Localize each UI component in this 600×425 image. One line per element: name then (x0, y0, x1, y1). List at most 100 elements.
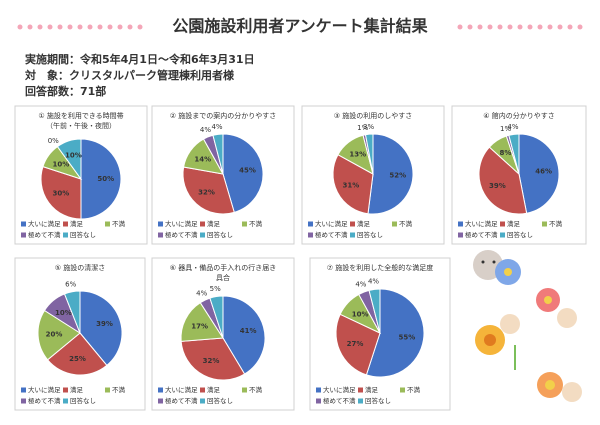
title-decoration (17, 24, 583, 30)
info-line: 実施期間：令和5年4月1日～令和6年3月31日 (25, 52, 255, 66)
legend-label: 大いに満足 (165, 219, 198, 228)
data-label: 41% (240, 327, 257, 335)
chart-panel: ⑦ 施設を利用した全般的な満足度 55% 27% 10% 4% 4% 大いに満足 満足 不満極め… (309, 257, 451, 411)
legend-swatch (158, 387, 163, 393)
pie-slice (212, 133, 224, 175)
legend-label: 満足 (207, 220, 221, 228)
legend-swatch (500, 232, 505, 238)
pie-slice (222, 295, 266, 375)
legend-swatch (63, 398, 68, 404)
chart-title: ① 施設を利用できる時間帯 (38, 111, 123, 120)
legend-swatch (316, 387, 321, 393)
pie-slice (367, 133, 414, 215)
pie-slice (79, 290, 123, 367)
legend-label: 回答なし (70, 396, 96, 405)
pie-slice (37, 309, 81, 361)
data-label: 46% (535, 168, 552, 176)
pie-slice (80, 138, 122, 220)
chart-title: ⑥ 器具・備品の手入れの行き届き (170, 263, 277, 272)
legend-label: 極めて不満 (165, 230, 198, 239)
legend-swatch (242, 221, 247, 227)
legend-label: 不満 (399, 220, 413, 228)
data-label: 10% (65, 151, 82, 159)
legend-swatch (200, 232, 205, 238)
legend-label: 不満 (112, 386, 126, 394)
data-label: 31% (343, 181, 360, 189)
legend-label: 満足 (70, 386, 84, 394)
legend-swatch (358, 398, 363, 404)
page-title: 公園施設利用者アンケート集計結果 (172, 17, 427, 36)
legend-swatch (200, 221, 205, 227)
legend-label: 満足 (365, 386, 379, 394)
legend-label: 極めて不満 (28, 396, 61, 405)
legend-label: 不満 (249, 386, 263, 394)
legend-swatch (350, 232, 355, 238)
legend-swatch (500, 221, 505, 227)
pie-slice (222, 133, 264, 214)
pie-slice (209, 295, 224, 339)
legend-swatch (21, 221, 26, 227)
pie-slice (364, 133, 374, 175)
legend-label: 不満 (549, 220, 563, 228)
pie-slice (478, 146, 528, 215)
data-label: 1% (500, 125, 511, 133)
data-label: 10% (352, 310, 369, 318)
data-label: 6% (65, 280, 76, 288)
legend-swatch (200, 387, 205, 393)
pie-slice (180, 301, 224, 342)
legend-swatch (392, 221, 397, 227)
chart-title: ② 施設までの案内の分かりやすさ (170, 111, 277, 120)
legend-swatch (400, 387, 405, 393)
legend-swatch (21, 387, 26, 393)
pie-slice (63, 290, 81, 334)
legend-swatch (63, 387, 68, 393)
chart-title: ④ 館内の分かりやすさ (483, 111, 555, 120)
legend-swatch (200, 398, 205, 404)
data-label: 13% (349, 150, 366, 158)
legend-label: 不満 (112, 220, 126, 228)
legend-label: 回答なし (70, 230, 96, 239)
pie-slice (368, 288, 381, 334)
data-label: 4% (368, 277, 379, 285)
legend-label: 極めて不満 (323, 396, 356, 405)
legend-swatch (458, 232, 463, 238)
data-label: 3% (363, 123, 374, 131)
legend-swatch (158, 232, 163, 238)
chart-panel: ③ 施設の利用のしやすさ 52% 31% 13% 1%3% 大いに満足 満足 不満極めて不満回… (301, 105, 445, 245)
legend-label: 大いに満足 (323, 385, 356, 394)
legend-swatch (358, 387, 363, 393)
chart-panel: ① 施設を利用できる時間帯（午前・午後・夜間） 50% 30% 10% 0% 10% 大いに… (14, 105, 148, 245)
legend-label: 大いに満足 (465, 219, 498, 228)
data-label: 17% (191, 322, 208, 330)
pie-slice (508, 133, 520, 175)
legend-label: 満足 (357, 220, 371, 228)
chart-title: ③ 施設の利用のしやすさ (334, 111, 412, 120)
legend-swatch (105, 221, 110, 227)
data-label: 39% (96, 320, 113, 328)
pie-slice (180, 337, 246, 381)
legend-label: 満足 (70, 220, 84, 228)
legend-label: 不満 (249, 220, 263, 228)
legend-swatch (308, 232, 313, 238)
pie-slice (518, 133, 560, 214)
data-label: 32% (203, 357, 220, 365)
data-label: 39% (489, 182, 506, 190)
legend-label: 満足 (507, 220, 521, 228)
legend-label: 回答なし (207, 230, 233, 239)
data-label: 25% (69, 355, 86, 363)
data-label: 45% (239, 166, 256, 174)
data-label: 4% (507, 123, 518, 131)
legend-swatch (542, 221, 547, 227)
legend-swatch (63, 232, 68, 238)
decoration (473, 250, 582, 402)
data-label: 50% (97, 175, 114, 183)
pie-slice (365, 288, 425, 378)
legend-swatch (21, 398, 26, 404)
legend-label: 極めて不満 (315, 230, 348, 239)
legend-swatch (350, 221, 355, 227)
data-label: 55% (399, 333, 416, 341)
